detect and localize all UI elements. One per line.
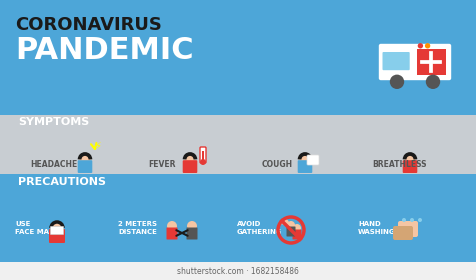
Text: HEADACHE: HEADACHE bbox=[30, 160, 77, 169]
Circle shape bbox=[292, 224, 300, 232]
Circle shape bbox=[79, 154, 90, 165]
FancyBboxPatch shape bbox=[78, 160, 92, 173]
Text: AVOID
GATHERING: AVOID GATHERING bbox=[237, 221, 282, 235]
Text: PRECAUTIONS: PRECAUTIONS bbox=[18, 177, 106, 187]
FancyBboxPatch shape bbox=[280, 225, 289, 235]
FancyBboxPatch shape bbox=[0, 174, 476, 262]
FancyBboxPatch shape bbox=[166, 227, 177, 239]
Text: USE
FACE MASK: USE FACE MASK bbox=[15, 221, 59, 235]
Circle shape bbox=[404, 154, 415, 165]
FancyBboxPatch shape bbox=[292, 230, 301, 239]
Circle shape bbox=[199, 159, 206, 165]
FancyBboxPatch shape bbox=[297, 160, 312, 173]
Circle shape bbox=[187, 221, 197, 231]
FancyBboxPatch shape bbox=[378, 44, 450, 80]
FancyBboxPatch shape bbox=[0, 115, 476, 195]
Text: FEVER: FEVER bbox=[148, 160, 175, 169]
Text: BREATHLESS: BREATHLESS bbox=[371, 160, 426, 169]
FancyBboxPatch shape bbox=[392, 226, 412, 240]
FancyBboxPatch shape bbox=[402, 160, 416, 173]
Circle shape bbox=[417, 43, 422, 48]
Text: SYMPTOMS: SYMPTOMS bbox=[18, 117, 89, 127]
Circle shape bbox=[299, 154, 310, 165]
Circle shape bbox=[424, 43, 429, 48]
Circle shape bbox=[417, 218, 421, 222]
FancyBboxPatch shape bbox=[307, 155, 318, 165]
FancyBboxPatch shape bbox=[382, 52, 409, 70]
Text: shutterstock.com · 1682158486: shutterstock.com · 1682158486 bbox=[177, 267, 298, 276]
Circle shape bbox=[425, 74, 439, 89]
Circle shape bbox=[184, 154, 195, 165]
Circle shape bbox=[287, 221, 294, 229]
FancyBboxPatch shape bbox=[201, 151, 204, 161]
Text: ⚡: ⚡ bbox=[94, 141, 100, 151]
FancyBboxPatch shape bbox=[0, 262, 476, 280]
FancyBboxPatch shape bbox=[286, 227, 295, 237]
Circle shape bbox=[167, 221, 177, 231]
FancyBboxPatch shape bbox=[186, 227, 197, 239]
Text: COUGH: COUGH bbox=[261, 160, 293, 169]
Circle shape bbox=[409, 218, 413, 222]
Text: CORONAVIRUS: CORONAVIRUS bbox=[15, 16, 161, 34]
FancyBboxPatch shape bbox=[182, 160, 197, 173]
FancyBboxPatch shape bbox=[397, 221, 417, 237]
FancyBboxPatch shape bbox=[50, 227, 63, 235]
Text: HAND
WASHING: HAND WASHING bbox=[357, 221, 395, 235]
FancyBboxPatch shape bbox=[49, 229, 65, 243]
Circle shape bbox=[280, 219, 288, 227]
Text: PANDEMIC: PANDEMIC bbox=[15, 36, 193, 64]
FancyBboxPatch shape bbox=[199, 147, 206, 163]
FancyBboxPatch shape bbox=[0, 0, 476, 115]
Circle shape bbox=[389, 74, 403, 89]
Circle shape bbox=[401, 218, 405, 222]
FancyBboxPatch shape bbox=[416, 49, 445, 74]
Circle shape bbox=[51, 222, 63, 234]
Text: 2 METERS
DISTANCE: 2 METERS DISTANCE bbox=[118, 221, 157, 235]
